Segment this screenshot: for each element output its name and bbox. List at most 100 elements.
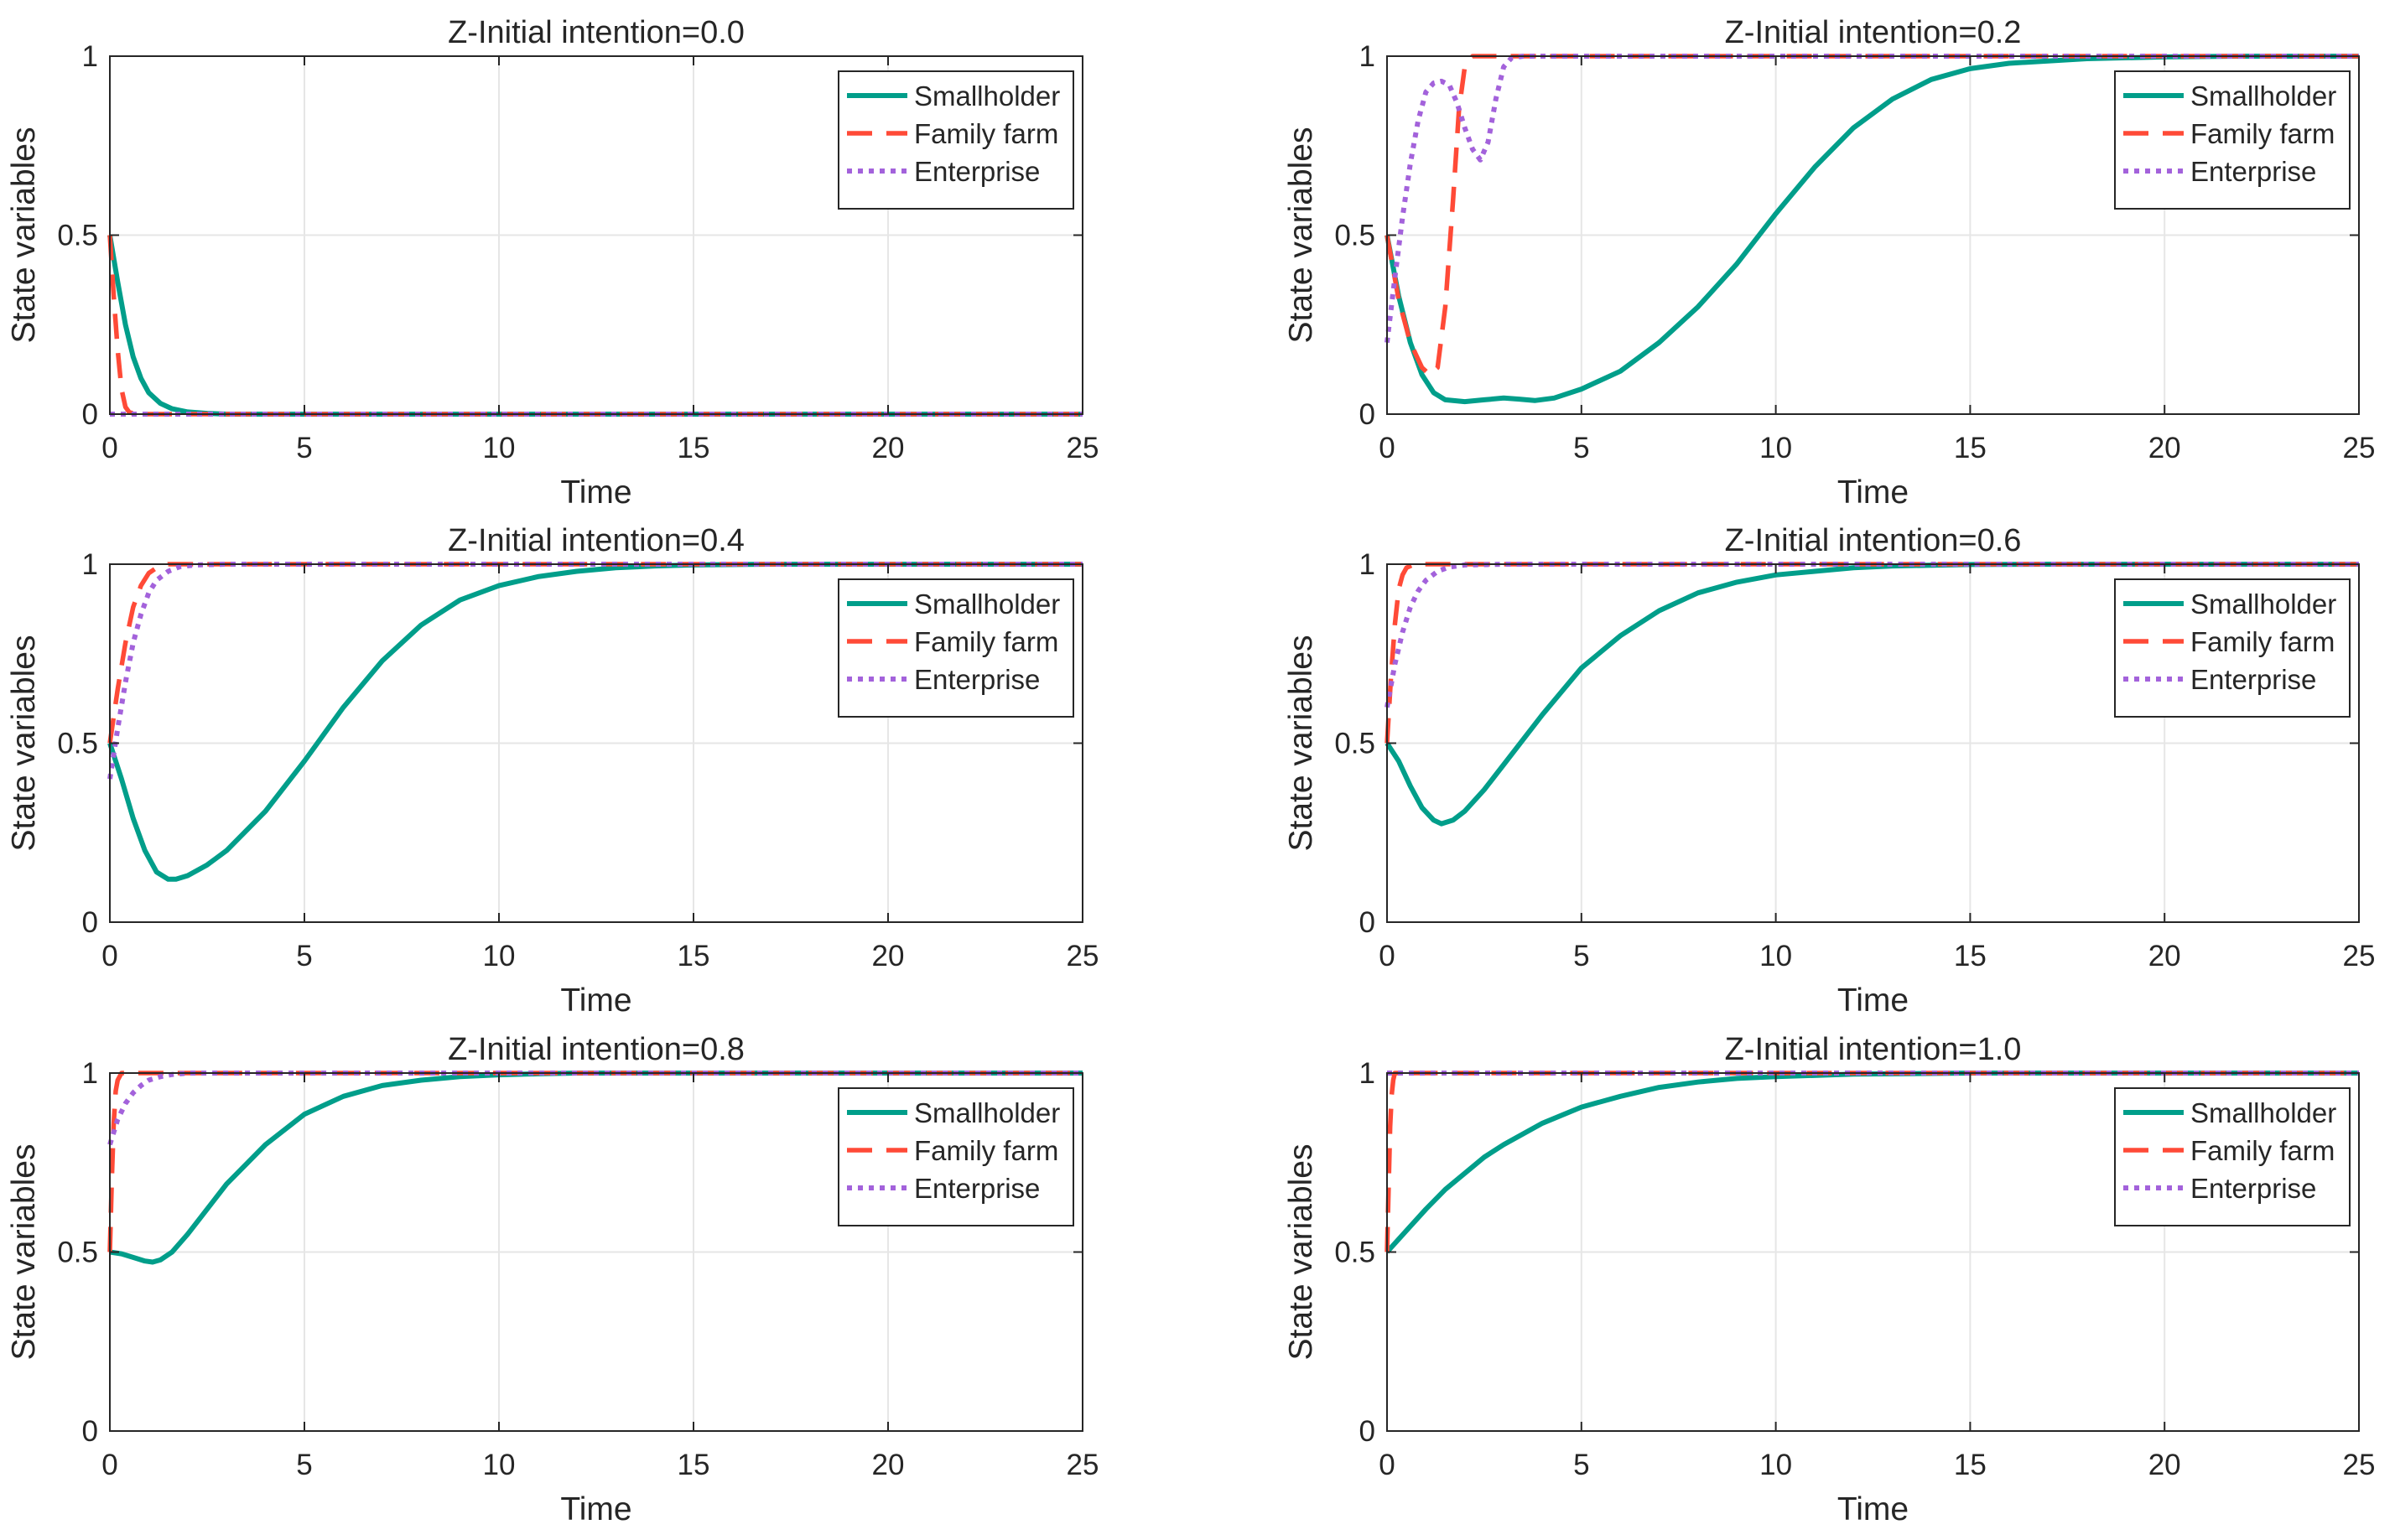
x-tick-label: 5: [1573, 432, 1589, 464]
x-axis-label: Time: [560, 983, 631, 1019]
chart-title: Z-Initial intention=0.4: [448, 523, 745, 558]
x-tick-label: 20: [2148, 1449, 2181, 1481]
x-tick-label: 20: [2148, 432, 2181, 464]
legend: Smallholder Family farm Enterprise: [838, 70, 1074, 210]
legend-label: Smallholder: [914, 1097, 1060, 1128]
x-axis-label: Time: [560, 1491, 631, 1527]
legend: Smallholder Family farm Enterprise: [838, 578, 1074, 718]
y-tick-label: 1: [82, 40, 98, 73]
y-tick-label: 0: [1359, 906, 1375, 939]
y-tick-label: 0: [82, 1415, 98, 1448]
y-tick-label: 0.5: [1334, 1237, 1375, 1269]
chart-title: Z-Initial intention=0.8: [448, 1032, 745, 1067]
chart-title: Z-Initial intention=0.0: [448, 15, 745, 50]
x-tick-label: 10: [483, 1449, 516, 1481]
y-axis-label: State variables: [1283, 127, 1319, 344]
y-tick-label: 0.5: [57, 220, 98, 252]
legend-label: Enterprise: [914, 664, 1040, 695]
y-tick-label: 0.5: [57, 728, 98, 760]
x-tick-label: 15: [678, 940, 710, 972]
x-tick-label: 25: [1067, 1449, 1099, 1481]
x-tick-label: 5: [296, 940, 312, 972]
legend: Smallholder Family farm Enterprise: [2114, 1087, 2351, 1226]
legend-label: Family farm: [2190, 1135, 2335, 1166]
y-tick-label: 1: [82, 548, 98, 581]
x-tick-label: 25: [2343, 432, 2376, 464]
legend: Smallholder Family farm Enterprise: [2114, 578, 2351, 718]
x-tick-label: 15: [1954, 940, 1987, 972]
x-tick-label: 25: [1067, 940, 1099, 972]
legend-label: Family farm: [914, 118, 1058, 149]
chart-title: Z-Initial intention=0.2: [1725, 15, 2022, 50]
legend-label: Smallholder: [2190, 80, 2336, 111]
chart-panel-4: 0 5 10 15 20 25 0 0.5 1 Z-Initial intention=0.8 Ti…: [6, 1032, 1099, 1527]
x-tick-label: 10: [1759, 1449, 1792, 1481]
x-tick-label: 20: [872, 1449, 905, 1481]
x-tick-label: 20: [872, 432, 905, 464]
x-tick-label: 0: [1379, 940, 1395, 972]
y-axis-label: State variables: [6, 635, 42, 852]
y-tick-label: 0.5: [1334, 728, 1375, 760]
x-axis-label: Time: [560, 474, 631, 511]
chart-panel-1: 0 5 10 15 20 25 0 0.5 1 Z-Initial intention=0.2 Ti…: [1283, 15, 2375, 511]
x-tick-label: 10: [483, 940, 516, 972]
x-tick-label: 5: [1573, 940, 1589, 972]
x-tick-label: 10: [1759, 940, 1792, 972]
legend-label: Smallholder: [2190, 589, 2336, 620]
chart-title: Z-Initial intention=0.6: [1725, 523, 2022, 558]
legend-label: Family farm: [2190, 626, 2335, 657]
y-tick-label: 0: [1359, 398, 1375, 431]
x-axis-label: Time: [1837, 1491, 1909, 1527]
legend-label: Family farm: [914, 1135, 1058, 1166]
y-tick-label: 1: [82, 1057, 98, 1090]
x-tick-label: 0: [1379, 1449, 1395, 1481]
y-axis-label: State variables: [6, 1144, 42, 1361]
y-tick-label: 1: [1359, 40, 1375, 73]
x-tick-label: 20: [872, 940, 905, 972]
x-tick-label: 10: [1759, 432, 1792, 464]
x-axis-label: Time: [1837, 983, 1909, 1019]
x-tick-label: 25: [2343, 1449, 2376, 1481]
y-tick-label: 0: [1359, 1415, 1375, 1448]
x-tick-label: 15: [1954, 432, 1987, 464]
series-line-smallholder: [1385, 54, 2359, 405]
x-tick-label: 5: [296, 432, 312, 464]
chart-panel-2: 0 5 10 15 20 25 0 0.5 1 Z-Initial intention=0.4 Ti…: [6, 523, 1099, 1019]
legend-label: Smallholder: [2190, 1097, 2336, 1128]
legend-label: Smallholder: [914, 589, 1060, 620]
x-tick-label: 5: [1573, 1449, 1589, 1481]
x-tick-label: 0: [101, 432, 117, 464]
chart-panel-5: 0 5 10 15 20 25 0 0.5 1 Z-Initial intention=1.0 Ti…: [1283, 1032, 2375, 1527]
chart-panel-3: 0 5 10 15 20 25 0 0.5 1 Z-Initial intention=0.6 Ti…: [1283, 523, 2375, 1019]
legend-label: Enterprise: [2190, 156, 2316, 187]
legend-label: Enterprise: [2190, 1173, 2316, 1204]
legend-label: Enterprise: [2190, 664, 2316, 695]
y-axis-label: State variables: [1283, 1144, 1319, 1361]
x-tick-label: 15: [678, 432, 710, 464]
legend-label: Smallholder: [914, 80, 1060, 111]
y-tick-label: 0: [82, 906, 98, 939]
x-tick-label: 15: [678, 1449, 710, 1481]
legend-label: Enterprise: [914, 156, 1040, 187]
legend-label: Enterprise: [914, 1173, 1040, 1204]
x-tick-label: 0: [101, 1449, 117, 1481]
legend: Smallholder Family farm Enterprise: [2114, 70, 2351, 210]
series-line-family-farm: [1385, 562, 2359, 744]
x-tick-label: 5: [296, 1449, 312, 1481]
legend: Smallholder Family farm Enterprise: [838, 1087, 1074, 1226]
x-tick-label: 10: [483, 432, 516, 464]
y-tick-label: 1: [1359, 1057, 1375, 1090]
y-tick-label: 0: [82, 398, 98, 431]
y-tick-label: 1: [1359, 548, 1375, 581]
y-tick-label: 0.5: [57, 1237, 98, 1269]
legend-label: Family farm: [2190, 118, 2335, 149]
x-tick-label: 0: [101, 940, 117, 972]
chart-panel-0: 0 5 10 15 20 25 0 0.5 1 Z-Initial intention=0.0 Ti…: [6, 15, 1099, 511]
legend-label: Family farm: [914, 626, 1058, 657]
x-tick-label: 20: [2148, 940, 2181, 972]
y-tick-label: 0.5: [1334, 220, 1375, 252]
y-axis-label: State variables: [6, 127, 42, 344]
y-axis-label: State variables: [1283, 635, 1319, 852]
x-tick-label: 25: [1067, 432, 1099, 464]
